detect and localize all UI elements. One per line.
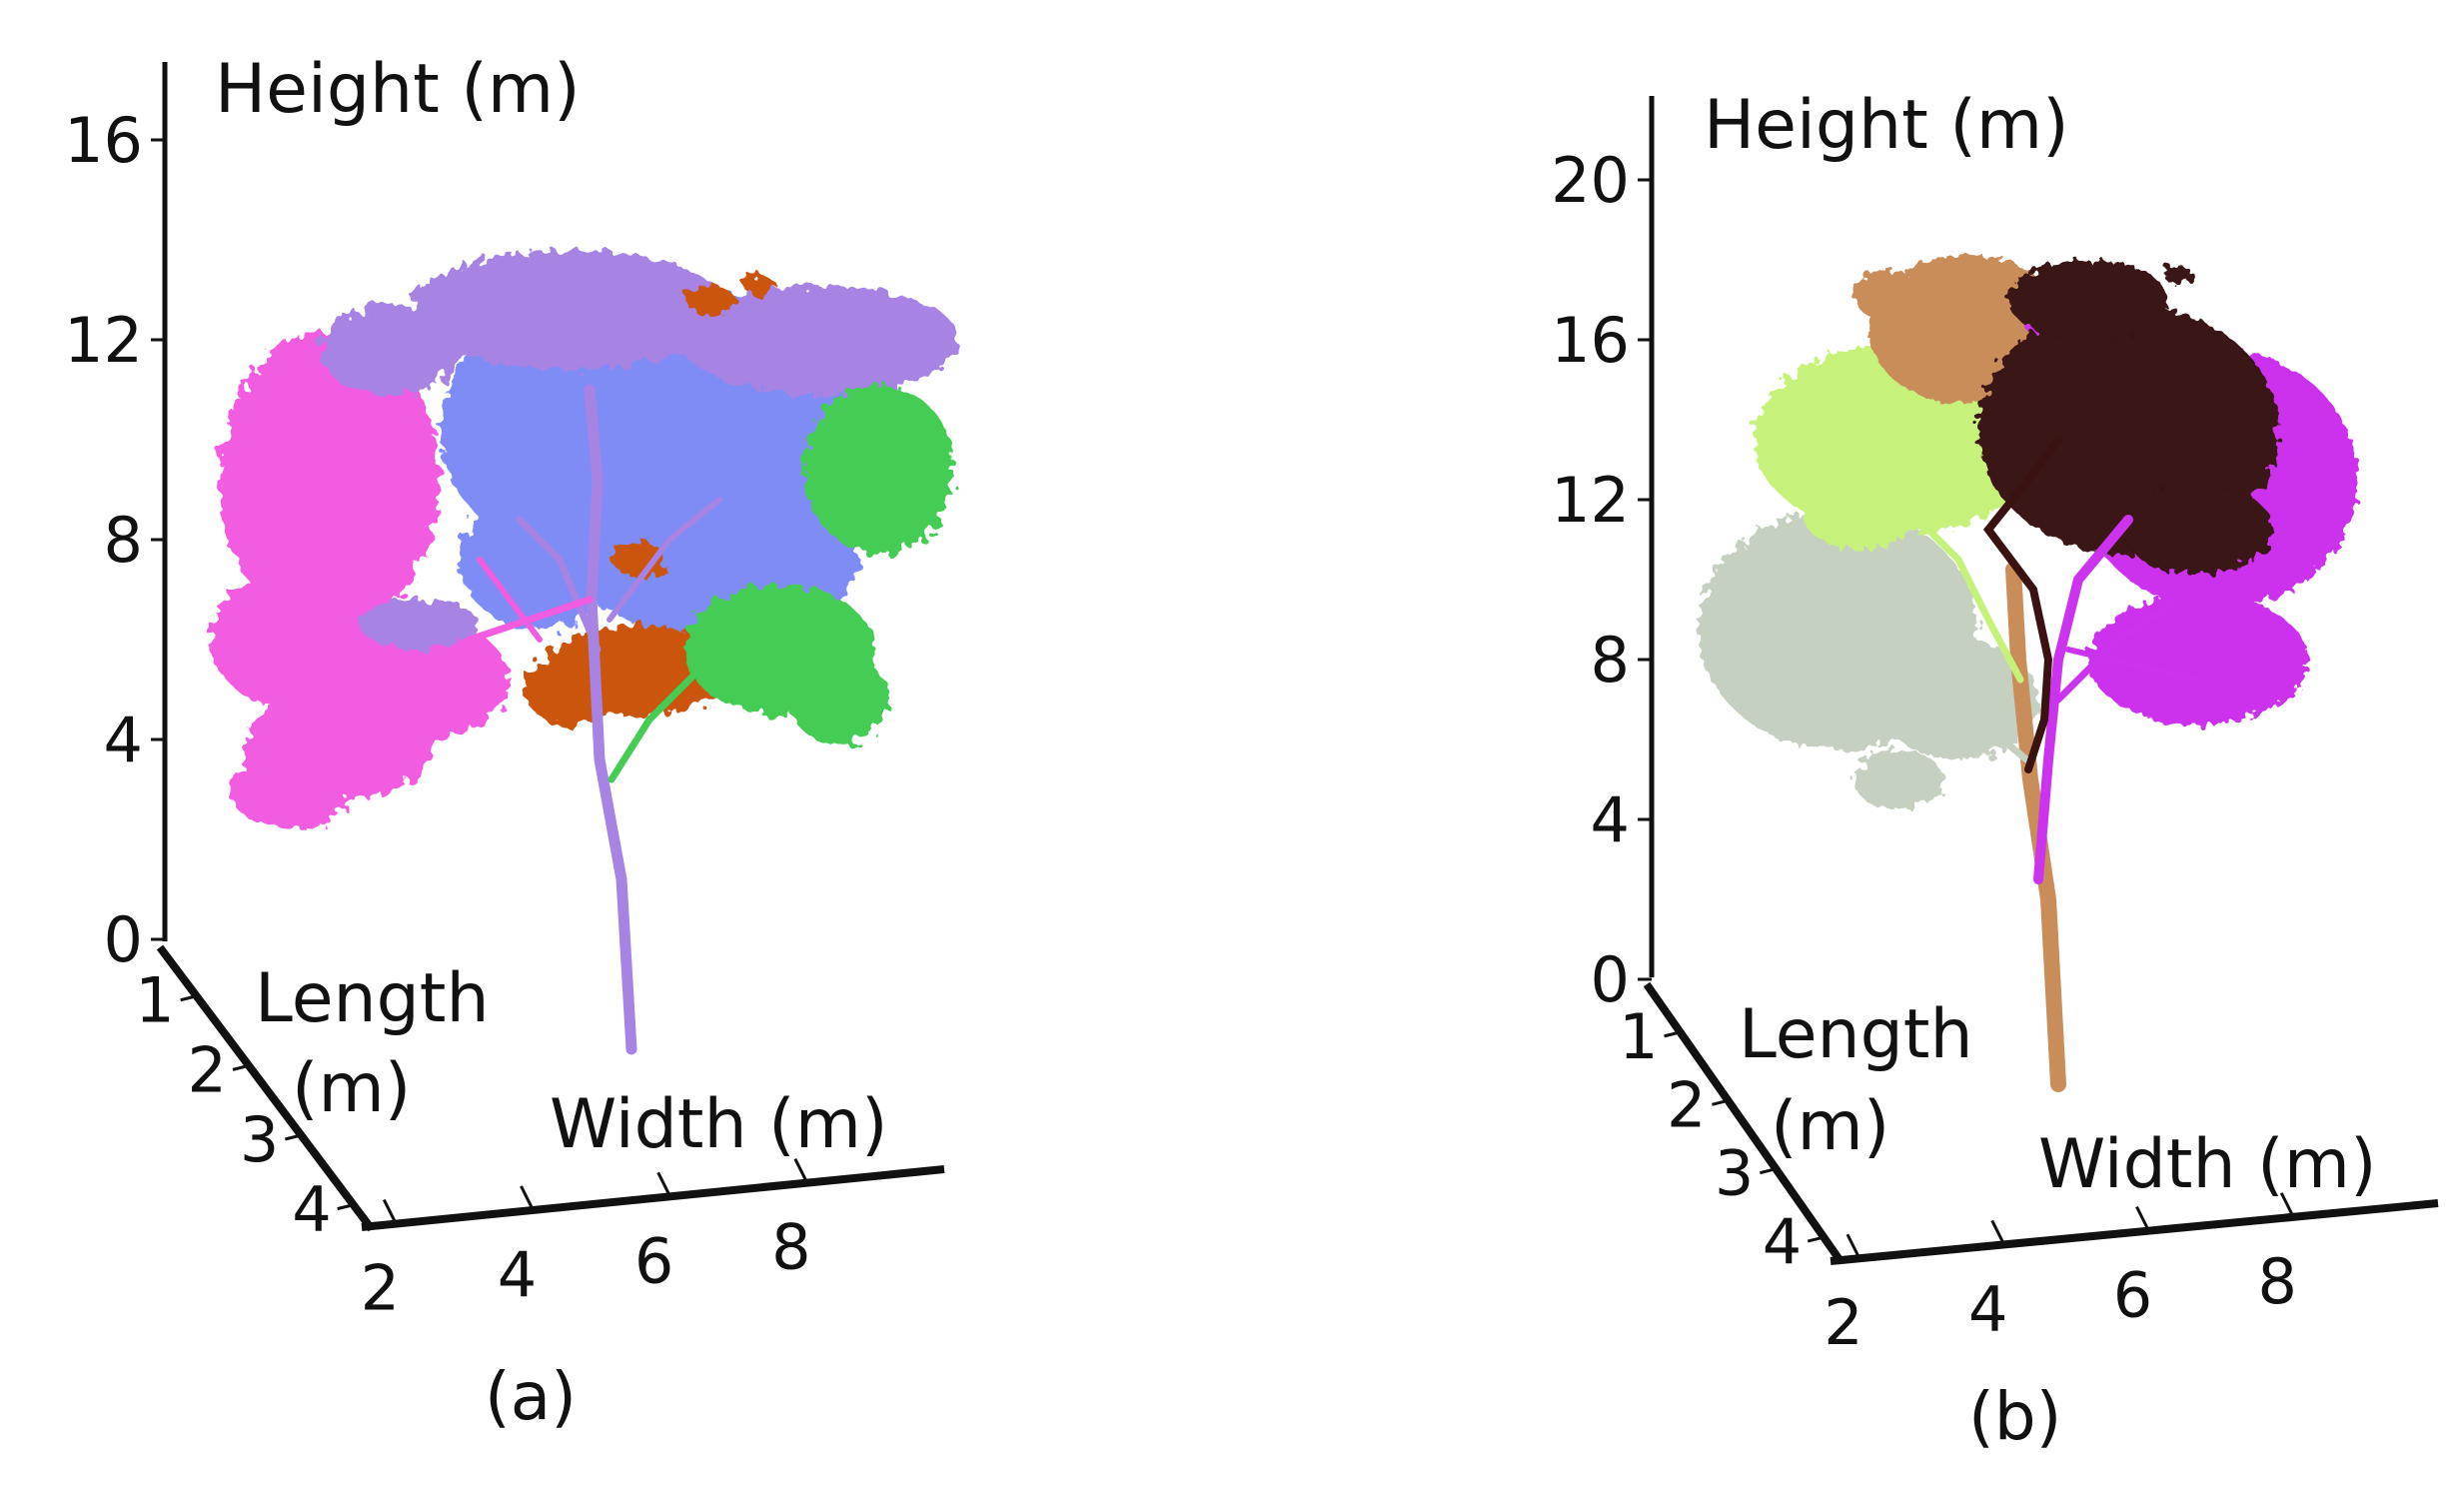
length-tick-mark-a — [337, 1203, 355, 1211]
width-tick-label-a: 6 — [634, 1224, 673, 1297]
width-tick-mark-a — [793, 1157, 809, 1184]
length-axis-title-b-line2: (m) — [1771, 1087, 1889, 1166]
width-tick-mark-b — [2135, 1205, 2150, 1232]
width-axis-title-b: Width (m) — [2038, 1125, 2376, 1204]
height-tick-label-a: 4 — [104, 704, 143, 776]
height-axis-title-b: Height (m) — [1704, 86, 2069, 165]
stem-a — [396, 384, 803, 1055]
width-tick-label-b: 6 — [2113, 1259, 2152, 1332]
segment-a-0 — [210, 330, 510, 829]
height-tick-label-b: 0 — [1591, 943, 1630, 1016]
width-tick-mark-b — [1846, 1233, 1861, 1259]
segment-a-2 — [320, 250, 959, 650]
height-tick-label-b: 20 — [1551, 144, 1630, 217]
height-tick-label-a: 12 — [64, 304, 143, 377]
length-tick-label-a: 2 — [188, 1033, 227, 1106]
width-tick-mark-a — [382, 1198, 398, 1225]
length-tick-mark-a — [232, 1063, 250, 1071]
length-tick-label-b: 4 — [1763, 1205, 1802, 1278]
height-tick-label-a: 16 — [64, 104, 143, 177]
length-tick-label-b: 1 — [1619, 1000, 1658, 1073]
height-tick-label-b: 8 — [1591, 624, 1630, 697]
segment-b-0 — [1699, 510, 2038, 809]
width-tick-mark-a — [520, 1185, 535, 1211]
stem-b — [1914, 436, 2201, 1092]
width-tick-label-b: 4 — [1968, 1272, 2007, 1345]
height-tick-label-a: 0 — [104, 903, 143, 976]
point-cloud-a — [210, 250, 959, 1055]
caption-b: (b) — [1968, 1378, 2061, 1455]
length-axis-line-a — [156, 944, 376, 1232]
length-tick-mark-a — [180, 994, 198, 1002]
width-tick-mark-a — [656, 1171, 671, 1197]
width-tick-label-a: 8 — [771, 1211, 810, 1284]
height-tick-label-b: 12 — [1551, 464, 1630, 537]
segment-b-3 — [1978, 260, 2278, 575]
width-tick-label-a: 4 — [498, 1238, 537, 1311]
width-tick-label-a: 2 — [361, 1252, 400, 1325]
height-tick-label-a: 8 — [104, 504, 143, 577]
width-tick-label-b: 2 — [1824, 1286, 1862, 1359]
length-tick-label-a: 1 — [135, 964, 174, 1037]
length-tick-mark-a — [284, 1133, 302, 1141]
length-axis-title-a-line1: Length — [255, 959, 490, 1038]
width-axis-line-b — [1830, 1199, 2439, 1265]
width-axis-line-a — [361, 1165, 945, 1231]
caption-a: (a) — [485, 1358, 577, 1435]
width-axis-title-a: Width (m) — [550, 1085, 887, 1164]
length-tick-label-b: 3 — [1715, 1137, 1754, 1210]
length-tick-mark-b — [1807, 1235, 1825, 1243]
length-tick-label-a: 3 — [240, 1103, 279, 1176]
length-tick-mark-b — [1759, 1167, 1777, 1175]
segment-a-4 — [684, 385, 954, 744]
length-axis-title-b-line1: Length — [1739, 995, 1973, 1074]
axes-b — [1643, 96, 2439, 1265]
height-tick-label-b: 4 — [1591, 783, 1630, 856]
width-tick-mark-b — [2279, 1192, 2295, 1218]
length-tick-label-b: 2 — [1667, 1068, 1706, 1141]
length-axis-title-a-line2: (m) — [292, 1049, 411, 1128]
width-tick-label-b: 8 — [2258, 1245, 2297, 1318]
length-axis-line-b — [1643, 981, 1845, 1264]
length-tick-label-a: 4 — [292, 1173, 331, 1246]
height-tick-label-b: 16 — [1551, 304, 1630, 377]
axes-a — [156, 62, 945, 1232]
height-axis-title-a: Height (m) — [215, 50, 581, 129]
length-tick-mark-b — [1664, 1030, 1681, 1038]
width-tick-mark-b — [1990, 1219, 2006, 1246]
length-tick-mark-b — [1712, 1098, 1729, 1106]
point-cloud-b — [1699, 255, 2358, 1092]
